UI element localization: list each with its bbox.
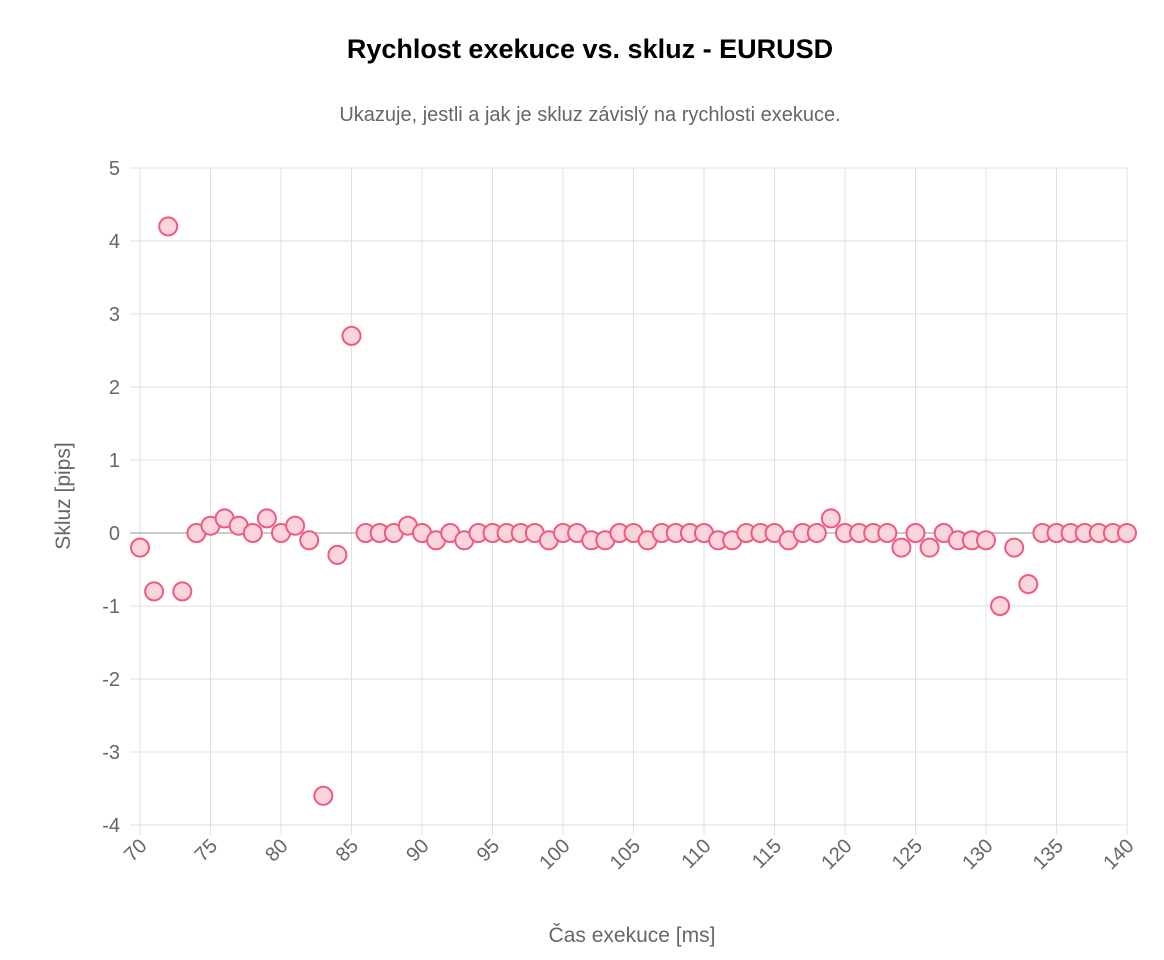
x-tick-label: 140	[1099, 835, 1138, 874]
data-point[interactable]	[341, 325, 362, 346]
data-point[interactable]	[327, 544, 348, 565]
y-tick-label: -1	[102, 596, 120, 618]
y-axis-label: Skluz [pips]	[52, 442, 75, 549]
x-tick-label: 125	[888, 835, 927, 874]
x-tick-label: 120	[817, 835, 856, 874]
data-point[interactable]	[130, 537, 150, 558]
data-point[interactable]	[905, 523, 926, 543]
data-point[interactable]	[976, 530, 996, 551]
x-tick-label: 105	[606, 835, 645, 874]
data-point[interactable]	[1018, 574, 1039, 595]
y-tick-label: -3	[102, 742, 120, 764]
grid	[130, 167, 1128, 835]
data-point[interactable]	[144, 581, 165, 602]
data-point[interactable]	[891, 537, 912, 558]
data-point[interactable]	[919, 537, 940, 558]
chart-title: Rychlost exekuce vs. skluz - EURUSD	[347, 34, 833, 64]
x-tick-label: 130	[958, 835, 997, 874]
data-point[interactable]	[158, 216, 179, 237]
data-point[interactable]	[990, 596, 1011, 616]
data-point[interactable]	[256, 508, 277, 529]
y-tick-label: 2	[109, 377, 120, 399]
y-tick-label: 1	[109, 450, 120, 472]
data-point[interactable]	[820, 508, 841, 529]
data-point[interactable]	[806, 523, 827, 543]
data-point[interactable]	[1117, 523, 1137, 543]
y-tick-label: -4	[102, 815, 120, 837]
data-point[interactable]	[313, 785, 334, 806]
x-tick-label: 135	[1029, 835, 1068, 874]
x-tick-label: 90	[402, 835, 433, 866]
x-tick-label: 75	[191, 835, 222, 866]
y-tick-label: 3	[109, 304, 120, 326]
data-point[interactable]	[172, 581, 193, 602]
y-tick-label: 5	[109, 158, 120, 180]
data-point[interactable]	[242, 523, 263, 543]
x-tick-label: 100	[535, 835, 574, 874]
data-points	[130, 216, 1137, 806]
x-tick-label: 95	[473, 835, 504, 866]
x-tick-label: 80	[261, 835, 292, 866]
x-tick-label: 85	[332, 835, 363, 866]
x-tick-label: 115	[748, 835, 786, 873]
data-point[interactable]	[299, 530, 320, 551]
data-point[interactable]	[877, 523, 898, 543]
x-axis-label: Čas exekuce [ms]	[549, 924, 716, 947]
y-tick-label: 0	[109, 523, 120, 545]
x-tick-label: 110	[677, 835, 715, 873]
y-tick-label: 4	[109, 231, 120, 253]
data-point[interactable]	[285, 515, 306, 536]
x-tick-label: 70	[120, 835, 151, 866]
y-tick-label: -2	[102, 669, 120, 691]
data-point[interactable]	[1004, 537, 1025, 558]
chart-subtitle: Ukazuje, jestli a jak je skluz závislý n…	[339, 104, 840, 126]
